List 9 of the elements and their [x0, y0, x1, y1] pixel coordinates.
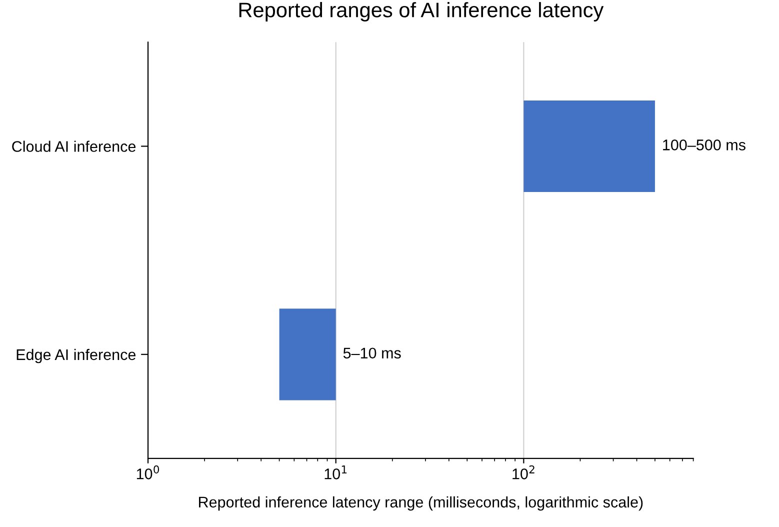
- y-tick-label: Edge AI inference: [16, 348, 136, 364]
- y-tick-label: Cloud AI inference: [12, 140, 136, 152]
- data-label: 5–10 ms: [343, 348, 401, 359]
- data-label: 100–500 ms: [663, 140, 746, 150]
- chart-title: Reported ranges of AI inference latency: [239, 2, 604, 22]
- x-tick-label: 10$^{2}$: [512, 465, 534, 480]
- x-tick-label: 10$^{1}$: [324, 466, 347, 480]
- x-tick-label: 10$^{0}$: [136, 465, 160, 480]
- x-axis-title: Reported inference latency range (milliseconds, logarithmic scale): [199, 496, 643, 511]
